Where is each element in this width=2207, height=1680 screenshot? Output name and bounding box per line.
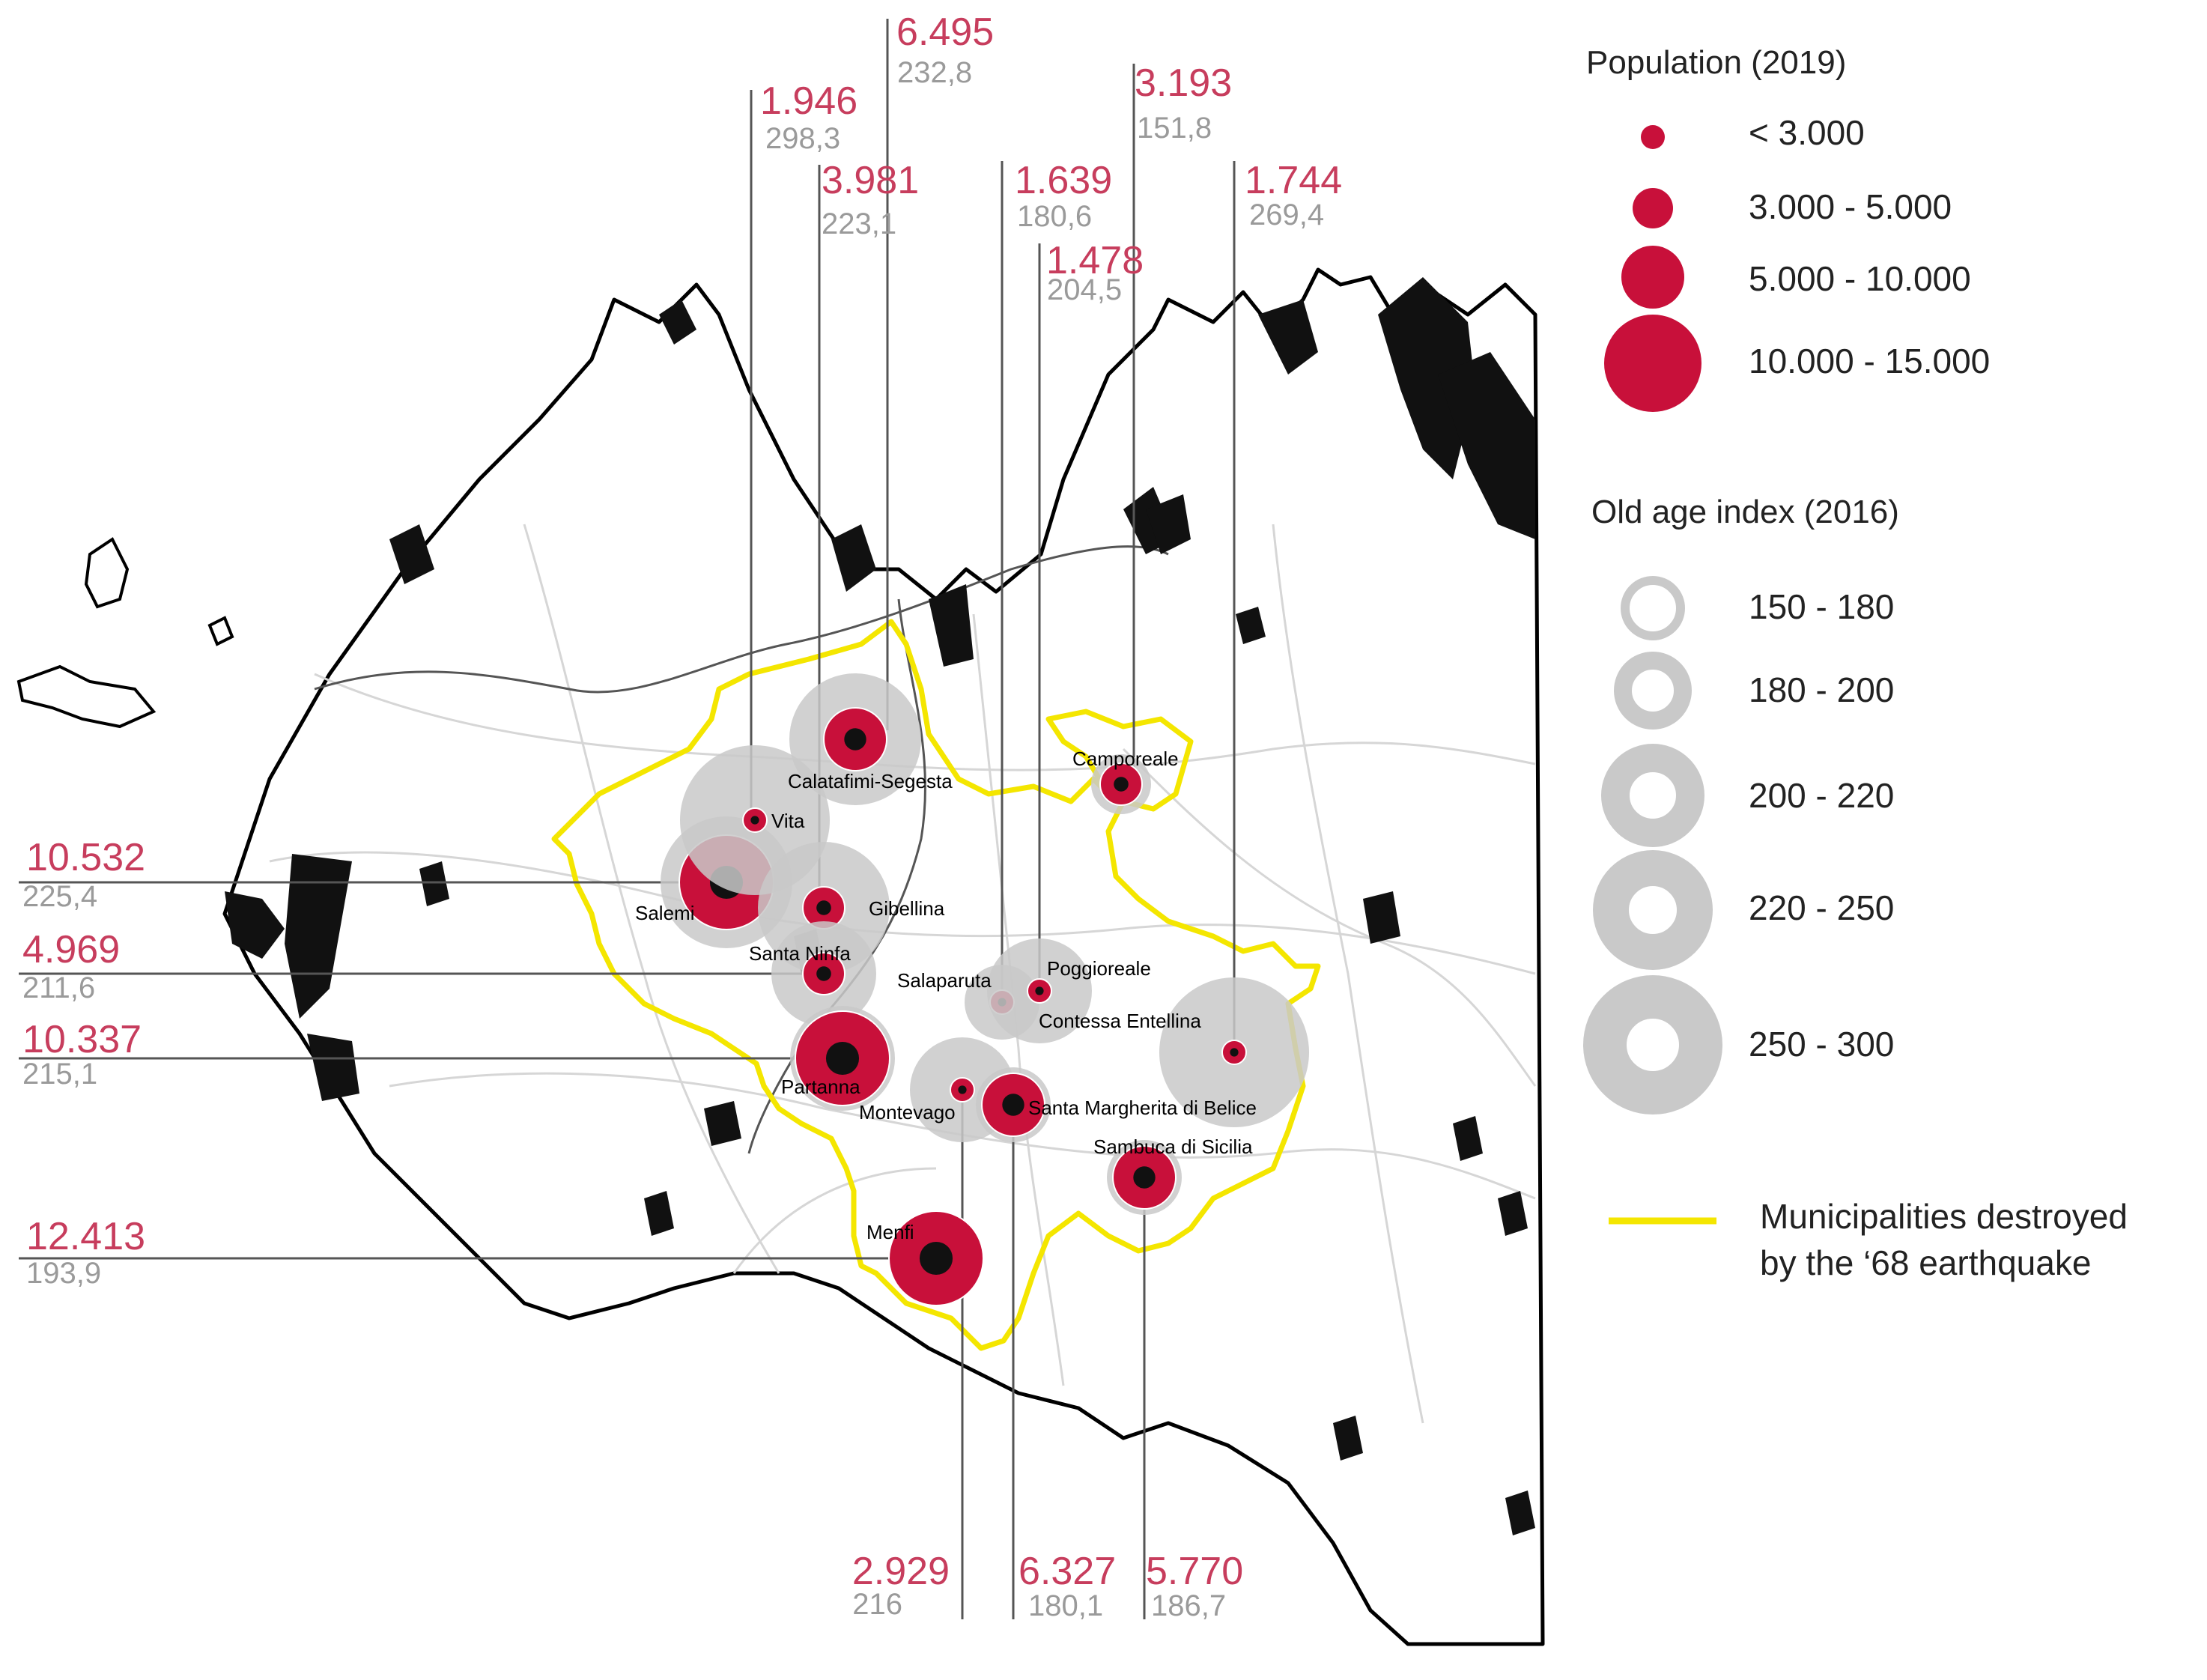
legend-age-swatch-3 xyxy=(1601,744,1704,847)
old-age-value-contessa: 269,4 xyxy=(1249,198,1324,231)
population-value-camporeale: 3.193 xyxy=(1135,61,1232,105)
population-value-gibellina: 3.981 xyxy=(822,159,919,202)
basemap xyxy=(16,267,1545,1646)
legend-age-swatch-5 xyxy=(1583,975,1722,1115)
town-footprint-vita xyxy=(750,816,759,825)
legend-age-label-3: 200 - 220 xyxy=(1749,776,1894,815)
town-label-santa-margherita: Santa Margherita di Belice xyxy=(1028,1097,1257,1119)
old-age-value-salaparuta: 180,6 xyxy=(1017,200,1092,233)
old-age-value-santa-margherita: 180,1 xyxy=(1028,1589,1103,1622)
legend-earthquake-label-line2: by the ‘68 earthquake xyxy=(1760,1243,2091,1282)
town-label-sambuca: Sambuca di Sicilia xyxy=(1093,1135,1253,1158)
town-footprint-sambuca-di-sicilia xyxy=(1133,1166,1156,1189)
old-age-value-partanna: 215,1 xyxy=(22,1058,97,1091)
town-label-santa-ninfa: Santa Ninfa xyxy=(749,942,851,965)
legend-population-label-3: 5.000 - 10.000 xyxy=(1749,259,1971,298)
population-value-montevago: 2.929 xyxy=(852,1550,950,1593)
road-network xyxy=(269,524,1537,1424)
legend-age-title: Old age index (2016) xyxy=(1591,494,1899,530)
legend-age-label-2: 180 - 200 xyxy=(1749,670,1894,709)
legend-population-label-2: 3.000 - 5.000 xyxy=(1749,187,1952,226)
population-value-salemi: 10.532 xyxy=(26,836,145,879)
value-labels: 1.946 298,3 6.495 232,8 3.981 223,1 1.63… xyxy=(22,10,1342,1622)
legend-earthquake-label-line1: Municipalities destroyed xyxy=(1760,1197,2128,1236)
old-age-value-montevago: 216 xyxy=(852,1588,902,1621)
town-label-calatafimi: Calatafimi-Segesta xyxy=(788,770,953,792)
town-label-gibellina: Gibellina xyxy=(869,897,945,920)
legend: Population (2019) < 3.000 3.000 - 5.000 … xyxy=(1583,44,2128,1282)
legend-age-swatch-2 xyxy=(1614,652,1692,730)
town-label-menfi: Menfi xyxy=(866,1221,914,1243)
population-value-sambuca: 5.770 xyxy=(1146,1550,1243,1593)
town-label-vita: Vita xyxy=(771,810,805,832)
legend-age-swatch-4 xyxy=(1593,850,1713,970)
population-value-santa-margherita: 6.327 xyxy=(1019,1550,1116,1593)
town-footprint-partanna xyxy=(825,1041,860,1076)
town-footprint-contessa-entellina xyxy=(1230,1048,1239,1057)
urban-areas xyxy=(225,277,1535,1535)
population-value-contessa: 1.744 xyxy=(1245,159,1342,202)
old-age-value-vita: 298,3 xyxy=(765,122,840,155)
town-label-poggioreale: Poggioreale xyxy=(1047,957,1151,980)
legend-age-swatch-1 xyxy=(1621,576,1685,640)
legend-population-swatch-4 xyxy=(1604,315,1701,412)
old-age-value-menfi: 193,9 xyxy=(26,1257,101,1290)
legend-age-label-4: 220 - 250 xyxy=(1749,888,1894,927)
town-footprint-camporeale xyxy=(1114,777,1129,792)
old-age-value-sambuca: 186,7 xyxy=(1151,1589,1226,1622)
leader-lines xyxy=(19,19,1236,1619)
legend-population-swatch-1 xyxy=(1641,125,1665,149)
railway xyxy=(314,545,1169,1154)
town-footprint-calatafimi-segesta xyxy=(844,728,866,750)
population-value-partanna: 10.337 xyxy=(22,1018,142,1061)
old-age-value-santa-ninfa: 211,6 xyxy=(22,971,95,1004)
island-favignana xyxy=(16,664,157,729)
town-footprint-poggioreale xyxy=(1035,986,1044,995)
population-value-poggioreale: 1.478 xyxy=(1046,239,1144,282)
legend-age-label-1: 150 - 180 xyxy=(1749,587,1894,626)
town-label-salemi: Salemi xyxy=(635,902,694,924)
municipality-symbols xyxy=(661,673,1309,1306)
town-label-contessa: Contessa Entellina xyxy=(1039,1010,1201,1032)
population-value-salaparuta: 1.639 xyxy=(1015,159,1112,202)
legend-population-label-4: 10.000 - 15.000 xyxy=(1749,342,1990,380)
population-value-vita: 1.946 xyxy=(760,79,857,123)
town-label-salaparuta: Salaparuta xyxy=(897,969,992,992)
legend-population-label-1: < 3.000 xyxy=(1749,113,1865,152)
old-age-value-camporeale: 151,8 xyxy=(1137,112,1212,145)
town-footprint-santa-ninfa xyxy=(816,966,831,981)
town-label-montevago: Montevago xyxy=(859,1101,956,1123)
old-age-value-calatafimi: 232,8 xyxy=(897,56,972,89)
town-labels: Salemi Vita Calatafimi-Segesta Gibellina… xyxy=(635,747,1257,1243)
old-age-value-gibellina: 223,1 xyxy=(822,207,896,240)
town-footprint-montevago xyxy=(958,1085,967,1094)
population-value-calatafimi: 6.495 xyxy=(896,10,994,54)
population-value-santa-ninfa: 4.969 xyxy=(22,928,120,971)
town-label-partanna: Partanna xyxy=(781,1076,860,1098)
legend-age-label-5: 250 - 300 xyxy=(1749,1025,1894,1064)
town-footprint-santa-margherita-di-belice xyxy=(1002,1094,1024,1116)
old-age-value-salemi: 225,4 xyxy=(22,880,97,913)
island-levanzo xyxy=(207,616,234,646)
legend-population-title: Population (2019) xyxy=(1586,44,1846,81)
population-value-menfi: 12.413 xyxy=(26,1215,145,1258)
town-label-camporeale: Camporeale xyxy=(1072,747,1179,770)
legend-population-swatch-2 xyxy=(1633,188,1673,228)
town-footprint-menfi xyxy=(919,1241,953,1276)
legend-population-swatch-3 xyxy=(1621,246,1684,309)
island-marettimo xyxy=(84,537,130,609)
old-age-value-poggioreale: 204,5 xyxy=(1047,273,1122,306)
town-footprint-gibellina xyxy=(816,900,831,915)
